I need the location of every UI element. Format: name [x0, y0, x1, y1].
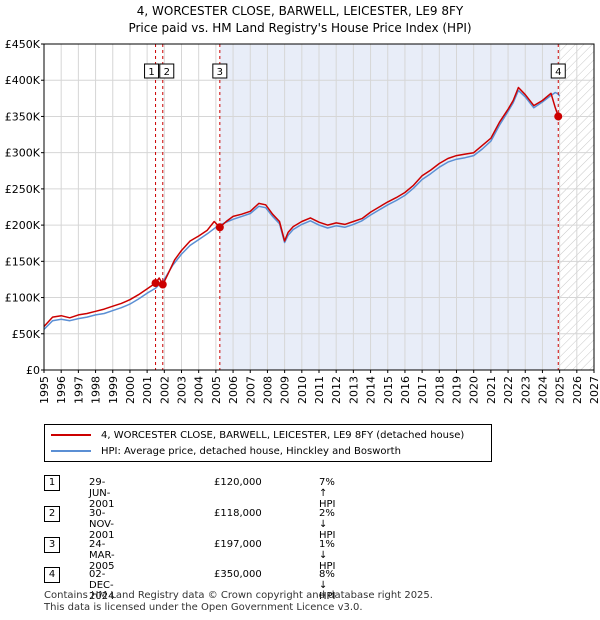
sale-marker — [158, 280, 167, 289]
x-tick-label: 2013 — [347, 376, 360, 404]
event-price: £118,000 — [214, 508, 262, 519]
event-date: 29-JUN-2001 — [89, 477, 115, 510]
x-tick-label: 2001 — [141, 376, 154, 404]
event-number-badge: 2 — [44, 506, 60, 522]
y-tick-label: £300K — [5, 147, 41, 160]
event-date: 30-NOV-2001 — [89, 508, 115, 541]
x-tick-label: 2016 — [399, 376, 412, 404]
x-tick-label: 2011 — [313, 376, 326, 404]
sale-marker — [215, 223, 224, 232]
x-tick-label: 2022 — [502, 376, 515, 404]
x-tick-label: 2025 — [554, 376, 567, 404]
x-tick-label: 2021 — [485, 376, 498, 404]
legend-item-hpi: HPI: Average price, detached house, Hinc… — [51, 443, 401, 459]
x-tick-label: 2003 — [176, 376, 189, 404]
event-price: £350,000 — [214, 569, 262, 580]
x-tick-label: 2020 — [468, 376, 481, 404]
x-tick-label: 2024 — [536, 376, 549, 404]
x-tick-label: 2015 — [382, 376, 395, 404]
event-number-badge: 4 — [44, 567, 60, 583]
x-tick-label: 1998 — [90, 376, 103, 404]
y-tick-label: £250K — [5, 183, 41, 196]
event-label-box — [144, 63, 160, 79]
hatched-future-region — [558, 44, 594, 370]
event-label-box — [159, 63, 175, 79]
legend-swatch-hpi — [51, 450, 91, 452]
y-tick-label: £150K — [5, 255, 41, 268]
event-price: £197,000 — [214, 539, 262, 550]
hpi-series-line — [43, 89, 561, 330]
x-tick-label: 2005 — [210, 376, 223, 404]
event-date: 02-DEC-2024 — [89, 569, 115, 602]
x-tick-label: 2008 — [261, 376, 274, 404]
shaded-ownership-region — [219, 44, 559, 370]
event-date: 24-MAR-2005 — [89, 539, 115, 572]
x-tick-label: 2018 — [433, 376, 446, 404]
x-tick-label: 2002 — [158, 376, 171, 404]
chart-title: 4, WORCESTER CLOSE, BARWELL, LEICESTER, … — [136, 4, 464, 18]
x-tick-label: 2012 — [330, 376, 343, 404]
event-number-badge: 3 — [44, 537, 60, 553]
x-tick-label: 2023 — [519, 376, 532, 404]
x-tick-label: 2010 — [296, 376, 309, 404]
sale-marker — [554, 112, 563, 121]
event-hpi-change: 8% ↓ HPI — [319, 569, 336, 602]
y-tick-label: £400K — [5, 74, 41, 87]
x-tick-label: 2014 — [365, 376, 378, 404]
x-tick-label: 2006 — [227, 376, 240, 404]
legend-label-property: 4, WORCESTER CLOSE, BARWELL, LEICESTER, … — [101, 429, 465, 441]
y-tick-label: £0 — [26, 364, 40, 377]
footer-license: This data is licensed under the Open Gov… — [44, 602, 363, 613]
x-tick-label: 1996 — [55, 376, 68, 404]
event-label-number: 2 — [164, 67, 170, 78]
x-tick-label: 1997 — [72, 376, 85, 404]
legend-swatch-property — [51, 434, 91, 436]
x-tick-label: 2009 — [279, 376, 292, 404]
event-price: £120,000 — [214, 477, 262, 488]
y-tick-label: £50K — [12, 328, 41, 341]
legend-label-hpi: HPI: Average price, detached house, Hinc… — [101, 445, 401, 457]
event-label-number: 1 — [148, 67, 154, 78]
event-hpi-change: 2% ↓ HPI — [319, 508, 336, 541]
y-tick-label: £100K — [5, 292, 41, 305]
sale-marker — [151, 279, 160, 288]
event-label-box — [212, 63, 228, 79]
event-label-box — [550, 63, 566, 79]
footer-copyright: Contains HM Land Registry data © Crown c… — [44, 590, 433, 601]
property-series-line — [43, 86, 560, 328]
x-tick-label: 2027 — [588, 376, 600, 404]
y-tick-label: £450K — [5, 38, 41, 51]
x-tick-label: 2000 — [124, 376, 137, 404]
x-tick-label: 2019 — [451, 376, 464, 404]
y-tick-label: £200K — [5, 219, 41, 232]
x-tick-label: 2007 — [244, 376, 257, 404]
chart-subtitle: Price paid vs. HM Land Registry's House … — [128, 21, 472, 35]
x-tick-label: 2026 — [571, 376, 584, 404]
event-hpi-change: 1% ↓ HPI — [319, 539, 336, 572]
y-tick-label: £350K — [5, 110, 41, 123]
x-tick-label: 1999 — [107, 376, 120, 404]
x-tick-label: 2017 — [416, 376, 429, 404]
x-tick-label: 2004 — [193, 376, 206, 404]
event-label-number: 4 — [555, 67, 561, 78]
event-label-number: 3 — [217, 67, 223, 78]
event-hpi-change: 7% ↑ HPI — [319, 477, 336, 510]
legend: 4, WORCESTER CLOSE, BARWELL, LEICESTER, … — [44, 424, 492, 462]
event-number-badge: 1 — [44, 475, 60, 491]
legend-item-property: 4, WORCESTER CLOSE, BARWELL, LEICESTER, … — [51, 427, 464, 443]
x-tick-label: 1995 — [38, 376, 51, 404]
